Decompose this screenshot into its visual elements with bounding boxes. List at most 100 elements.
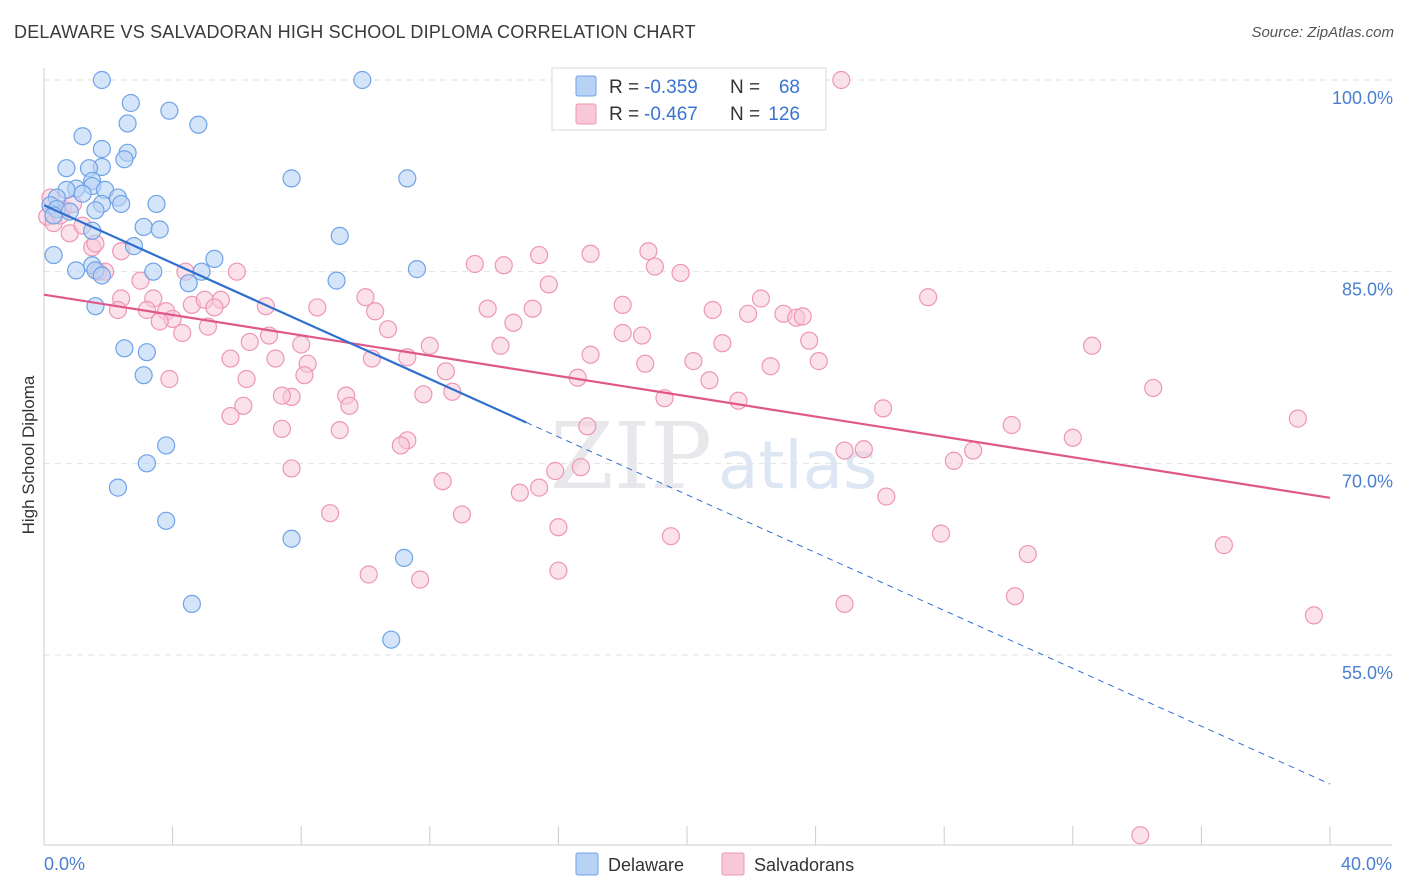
bottom-legend-salvadoran: Salvadorans xyxy=(754,855,854,875)
salvadoran-point xyxy=(414,385,433,404)
salvadoran-point xyxy=(227,262,246,281)
salvadoran-point xyxy=(632,326,652,345)
salvadoran-point xyxy=(330,421,349,440)
watermark-atlas: atlas xyxy=(718,427,878,504)
salvadoran-point xyxy=(221,406,240,426)
delaware-point xyxy=(398,169,417,188)
legend-n-label: N = xyxy=(730,77,760,98)
salvadoran-point xyxy=(832,70,851,90)
delaware-point xyxy=(327,271,346,290)
salvadoran-point xyxy=(874,399,893,418)
y-tick-label: 55.0% xyxy=(1342,663,1393,683)
delaware-point xyxy=(182,594,201,613)
salvadoran-point xyxy=(703,300,722,320)
delaware-point xyxy=(160,101,179,120)
salvadoran-point xyxy=(221,349,240,368)
salvadoran-point xyxy=(835,441,854,460)
salvadoran-point xyxy=(205,298,224,317)
gridlines xyxy=(44,79,1392,656)
delaware-point xyxy=(382,630,401,649)
salvadoran-point xyxy=(639,242,658,261)
trend-lines xyxy=(43,204,1331,785)
salvadoran-point xyxy=(684,352,703,371)
salvadoran-point xyxy=(877,487,896,506)
delaware-point xyxy=(157,511,176,530)
salvadoran-point xyxy=(809,352,828,371)
salvadoran-point xyxy=(549,561,568,580)
salvadoran-point xyxy=(295,366,314,385)
delaware-point xyxy=(92,139,111,159)
salvadoran-point xyxy=(308,298,327,317)
bottom-legend: Delaware Salvadorans xyxy=(575,852,854,876)
delaware-point xyxy=(86,297,105,316)
delaware-point xyxy=(73,127,92,146)
salvadoran-point xyxy=(645,257,664,276)
salvadoran-point xyxy=(800,331,819,350)
salvadoran-point xyxy=(546,461,565,481)
salvadoran-point xyxy=(173,323,192,343)
salvadoran-point xyxy=(378,320,398,339)
legend-n-value: 126 xyxy=(768,104,800,125)
delaware-point xyxy=(179,274,198,293)
salvadoran-point xyxy=(1131,826,1150,845)
y-tick-label: 85.0% xyxy=(1342,280,1393,300)
salvadoran-point xyxy=(738,304,758,323)
salvadoran-point xyxy=(292,335,311,354)
bottom-legend-swatch-salvadoran xyxy=(721,852,745,876)
y-axis-label: High School Diploma xyxy=(19,375,38,534)
salvadoran-point xyxy=(391,436,410,455)
delaware-point xyxy=(144,262,163,281)
salvadoran-point xyxy=(931,524,951,543)
salvadoran-point xyxy=(272,419,292,438)
legend-box xyxy=(551,67,827,131)
delaware-trend-line xyxy=(43,204,527,424)
delaware-point xyxy=(137,343,156,362)
delaware-point xyxy=(157,436,176,455)
legend-r-label: R = xyxy=(609,77,639,98)
y-tick-label: 70.0% xyxy=(1342,471,1393,491)
salvadoran-points xyxy=(38,70,1324,845)
delaware-point xyxy=(92,266,111,285)
salvadoran-point xyxy=(234,396,253,415)
salvadoran-point xyxy=(478,299,497,318)
salvadoran-point xyxy=(411,570,430,589)
salvadoran-point xyxy=(1304,606,1324,625)
delaware-point xyxy=(189,115,208,134)
salvadoran-point xyxy=(549,518,568,537)
salvadoran-trend-line xyxy=(43,293,1331,499)
y-tick-label: 100.0% xyxy=(1332,88,1393,108)
delaware-point xyxy=(44,245,63,265)
salvadoran-point xyxy=(240,332,259,352)
salvadoran-point xyxy=(613,295,632,314)
delaware-point xyxy=(121,93,140,113)
delaware-point xyxy=(57,159,76,178)
salvadoran-point xyxy=(613,323,632,343)
salvadoran-point xyxy=(198,317,218,336)
salvadoran-point xyxy=(1288,409,1307,428)
salvadoran-point xyxy=(150,312,169,331)
salvadoran-point xyxy=(964,441,983,460)
salvadoran-point xyxy=(1082,336,1102,355)
delaware-point xyxy=(86,201,105,220)
salvadoran-point xyxy=(491,336,510,355)
salvadoran-point xyxy=(1018,544,1037,564)
salvadoran-point xyxy=(539,275,558,294)
delaware-point xyxy=(330,226,349,245)
salvadoran-point xyxy=(919,288,938,307)
salvadoran-point xyxy=(356,288,375,307)
bottom-legend-swatch-delaware xyxy=(575,852,599,876)
salvadoran-point xyxy=(578,417,597,436)
x-tick-label-min: 0.0% xyxy=(44,854,85,874)
salvadoran-point xyxy=(1214,536,1234,555)
delaware-point xyxy=(67,261,86,280)
legend-r-value: -0.467 xyxy=(644,104,698,125)
salvadoran-point xyxy=(366,302,385,321)
salvadoran-point xyxy=(510,483,529,502)
salvadoran-point xyxy=(729,391,748,410)
delaware-point xyxy=(150,220,169,239)
delaware-point xyxy=(394,548,414,567)
salvadoran-point xyxy=(340,396,359,415)
watermark-zip: ZIP xyxy=(550,403,712,510)
salvadoran-point xyxy=(751,289,771,308)
salvadoran-point xyxy=(835,594,854,613)
